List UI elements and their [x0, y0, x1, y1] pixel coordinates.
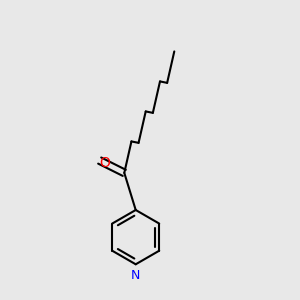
Text: N: N: [131, 269, 140, 282]
Text: O: O: [99, 156, 110, 170]
